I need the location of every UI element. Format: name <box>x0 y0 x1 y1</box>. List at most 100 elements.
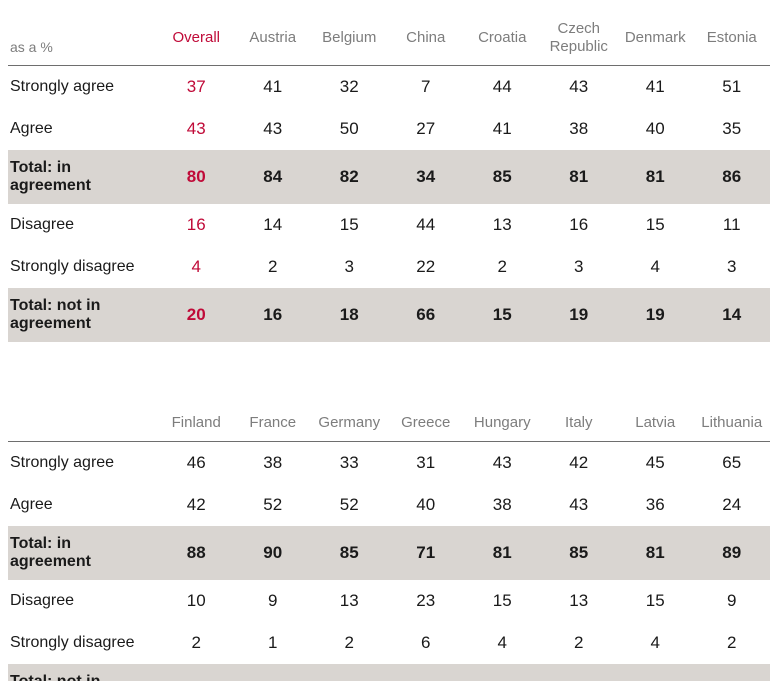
value-cell: 38 <box>569 119 589 138</box>
row-label: Total: in agreement <box>8 526 158 580</box>
row-label: Agree <box>10 496 53 513</box>
value-cell: 4 <box>650 633 660 652</box>
value-cell: 85 <box>464 150 541 204</box>
row-label: Strongly agree <box>10 78 115 95</box>
value-cell: 22 <box>416 257 436 276</box>
total-row: Total: in agreement 80 84 82 34 85 81 81 86 <box>8 150 770 204</box>
row-label: Disagree <box>10 592 75 609</box>
value-cell: 43 <box>569 495 589 514</box>
unit-label <box>8 408 158 442</box>
column-header-hungary: Hungary <box>464 408 541 442</box>
value-cell: 81 <box>617 526 694 580</box>
row-label: Disagree <box>10 216 75 233</box>
value-cell: 81 <box>617 150 694 204</box>
value-cell: 2 <box>727 633 737 652</box>
value-cell: 3 <box>727 257 737 276</box>
value-cell: 13 <box>569 591 589 610</box>
value-cell: 15 <box>645 215 665 234</box>
value-cell: 3 <box>574 257 584 276</box>
column-header-austria: Austria <box>234 14 311 66</box>
value-cell: 2 <box>574 633 584 652</box>
column-header-croatia: Croatia <box>464 14 541 66</box>
value-cell: 27 <box>416 119 436 138</box>
column-header-denmark: Denmark <box>617 14 694 66</box>
value-cell: 24 <box>722 495 742 514</box>
value-cell: 2 <box>268 257 278 276</box>
value-cell: 81 <box>540 150 617 204</box>
column-header-belgium: Belgium <box>311 14 388 66</box>
value-cell: 10 <box>234 664 311 681</box>
value-cell: 14 <box>263 215 283 234</box>
column-header-finland: Finland <box>158 408 235 442</box>
value-cell: 3 <box>344 257 354 276</box>
value-cell: 65 <box>722 453 742 472</box>
value-cell: 38 <box>492 495 512 514</box>
table-row: Disagree 16 14 15 44 13 16 15 11 <box>8 204 770 246</box>
column-header-overall: Overall <box>158 14 235 66</box>
value-cell: 71 <box>387 526 464 580</box>
column-header-estonia: Estonia <box>693 14 770 66</box>
value-cell: 13 <box>492 215 512 234</box>
value-cell: 52 <box>263 495 283 514</box>
row-label: Total: in agreement <box>8 150 158 204</box>
table-row: Strongly agree 37 41 32 7 44 43 41 51 <box>8 66 770 109</box>
row-label: Agree <box>10 120 53 137</box>
value-cell: 15 <box>464 288 541 342</box>
value-cell: 11 <box>722 215 741 234</box>
row-label: Total: not in agreement <box>8 664 158 681</box>
table-row: Strongly disagree 2 1 2 6 4 2 4 2 <box>8 622 770 664</box>
value-cell: 41 <box>263 77 283 96</box>
value-cell: 9 <box>268 591 278 610</box>
value-cell: 18 <box>311 288 388 342</box>
value-cell: 80 <box>158 150 235 204</box>
row-label: Strongly disagree <box>10 634 135 651</box>
column-header-china: China <box>387 14 464 66</box>
header-row: Finland France Germany Greece Hungary Italy La… <box>8 408 770 442</box>
value-cell: 44 <box>416 215 436 234</box>
value-cell: 50 <box>339 119 359 138</box>
value-cell: 14 <box>693 288 770 342</box>
value-cell: 36 <box>645 495 665 514</box>
value-cell: 2 <box>191 633 201 652</box>
value-cell: 82 <box>311 150 388 204</box>
value-cell: 19 <box>540 288 617 342</box>
value-cell: 90 <box>234 526 311 580</box>
value-cell: 11 <box>693 664 770 681</box>
value-cell: 88 <box>158 526 235 580</box>
value-cell: 15 <box>492 591 512 610</box>
value-cell: 4 <box>191 257 201 276</box>
value-cell: 43 <box>186 119 206 138</box>
unit-label: as a % <box>8 14 158 66</box>
value-cell: 66 <box>387 288 464 342</box>
table-row: Disagree 10 9 13 23 15 13 15 9 <box>8 580 770 622</box>
total-row: Total: in agreement 88 90 85 71 81 85 81 89 <box>8 526 770 580</box>
value-cell: 89 <box>693 526 770 580</box>
value-cell: 43 <box>492 453 512 472</box>
value-cell: 9 <box>727 591 737 610</box>
column-header-france: France <box>234 408 311 442</box>
header-row: as a % Overall Austria Belgium China Croatia C… <box>8 14 770 66</box>
value-cell: 33 <box>339 453 359 472</box>
value-cell: 4 <box>497 633 507 652</box>
column-header-czech-republic: Czech Republic <box>540 14 617 66</box>
table-row: Strongly agree 46 38 33 31 43 42 45 65 <box>8 442 770 485</box>
value-cell: 46 <box>186 453 206 472</box>
value-cell: 41 <box>645 77 665 96</box>
column-header-lithuania: Lithuania <box>693 408 770 442</box>
column-header-latvia: Latvia <box>617 408 694 442</box>
table-row: Agree 43 43 50 27 41 38 40 35 <box>8 108 770 150</box>
value-cell: 85 <box>311 526 388 580</box>
agreement-table-countries-f-l: Finland France Germany Greece Hungary Italy La… <box>8 408 770 681</box>
value-cell: 7 <box>421 77 431 96</box>
value-cell: 32 <box>339 77 359 96</box>
value-cell: 31 <box>416 453 436 472</box>
value-cell: 52 <box>339 495 359 514</box>
value-cell: 15 <box>339 215 359 234</box>
value-cell: 41 <box>492 119 512 138</box>
value-cell: 19 <box>464 664 541 681</box>
value-cell: 40 <box>416 495 436 514</box>
value-cell: 4 <box>650 257 660 276</box>
value-cell: 13 <box>339 591 359 610</box>
value-cell: 81 <box>464 526 541 580</box>
